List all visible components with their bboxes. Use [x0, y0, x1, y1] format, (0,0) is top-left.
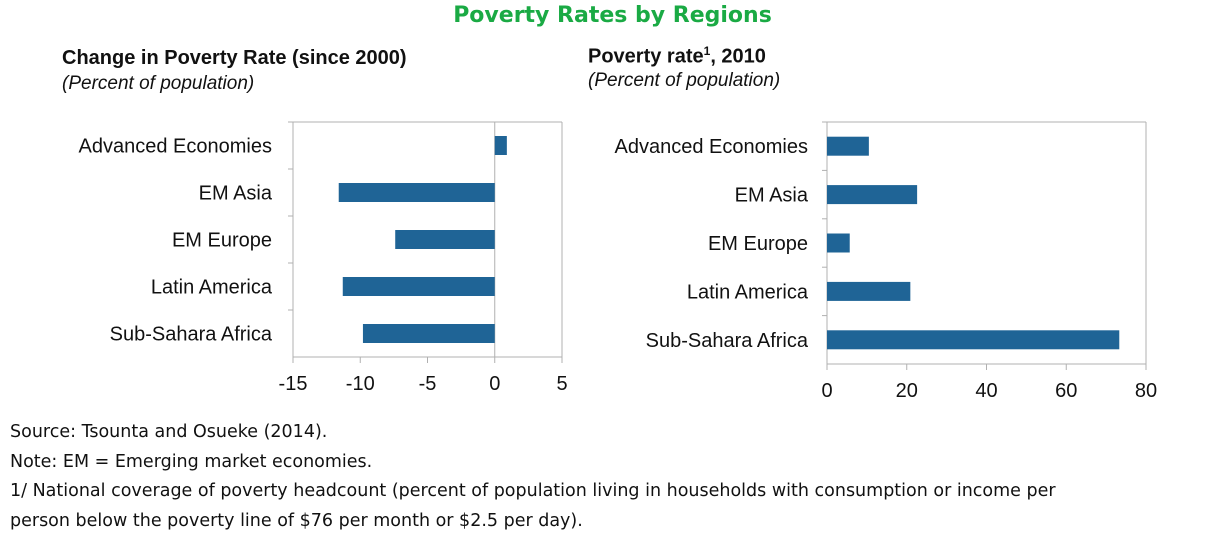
- x-tick-label: 20: [896, 380, 918, 402]
- bar: [827, 282, 910, 301]
- bar: [827, 234, 850, 253]
- source-note: Source: Tsounta and Osueke (2014).: [10, 418, 1225, 448]
- x-tick-label: 80: [1135, 380, 1157, 402]
- category-label: EM Europe: [708, 233, 808, 255]
- abbreviation-note: Note: EM = Emerging market economies.: [10, 448, 1225, 478]
- category-label: Advanced Economies: [615, 136, 808, 158]
- bar: [827, 185, 917, 204]
- x-tick-label: 0: [821, 380, 832, 402]
- bar: [827, 137, 869, 156]
- bar: [827, 330, 1119, 349]
- footnote-1-line-1: 1/ National coverage of poverty headcoun…: [10, 477, 1225, 507]
- category-label: Sub-Sahara Africa: [646, 330, 809, 352]
- x-tick-label: 60: [1055, 380, 1077, 402]
- category-label: Latin America: [687, 281, 809, 303]
- footnotes: Source: Tsounta and Osueke (2014). Note:…: [10, 418, 1225, 536]
- category-label: EM Asia: [735, 185, 809, 207]
- x-tick-label: 40: [975, 380, 997, 402]
